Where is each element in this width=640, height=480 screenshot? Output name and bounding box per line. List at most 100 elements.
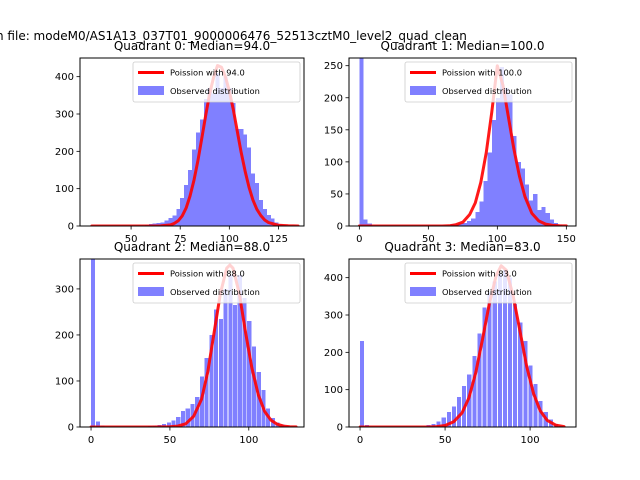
histogram-bar xyxy=(462,222,467,226)
histogram-bar xyxy=(266,214,271,226)
histogram-bar xyxy=(533,193,538,226)
histogram-bar xyxy=(471,218,476,226)
histogram-bar xyxy=(512,136,517,226)
x-tick-label: 50 xyxy=(125,234,138,245)
histogram-bar xyxy=(518,322,523,427)
legend-box xyxy=(132,61,301,103)
x-tick-label: 50 xyxy=(422,234,435,245)
legend-observed-swatch xyxy=(410,287,436,296)
legend: Poission with 100.0 Observed distribution xyxy=(404,61,573,103)
histogram-bar xyxy=(262,209,267,226)
legend: Poission with 94.0 Observed distribution xyxy=(132,61,301,103)
histogram-bar xyxy=(176,416,181,427)
y-tick-label: 100 xyxy=(55,184,74,195)
histogram-bar xyxy=(235,128,240,226)
histogram-bar xyxy=(237,275,242,427)
histogram-bar xyxy=(363,219,368,226)
histogram-bar xyxy=(176,209,181,226)
y-tick-label: 200 xyxy=(324,348,343,359)
axes-frame xyxy=(79,57,305,227)
histogram-bar xyxy=(215,72,220,226)
y-tick-label: 250 xyxy=(324,61,343,72)
histogram-bar xyxy=(538,400,543,427)
histogram-bar xyxy=(475,211,480,226)
axes-frame xyxy=(79,258,305,428)
histogram-bar xyxy=(211,93,216,226)
y-tick-label: 200 xyxy=(324,93,343,104)
histogram-bar xyxy=(91,259,96,427)
histogram-bar xyxy=(203,99,208,226)
legend-observed-label: Observed distribution xyxy=(442,287,532,297)
histogram-bar xyxy=(441,417,446,427)
x-tick-label: 125 xyxy=(269,234,288,245)
histogram-bar xyxy=(537,209,542,226)
subplot-quadrant-3: 0 50 100 0 100 200 300 400 Quadrant 3: Median=83… xyxy=(324,240,577,446)
legend-observed-label: Observed distribution xyxy=(442,86,532,96)
histogram-bar xyxy=(219,87,224,226)
axes-frame xyxy=(348,258,577,428)
histogram-bar xyxy=(545,213,550,226)
legend-poisson-label: Poission with 94.0 xyxy=(170,68,245,78)
legend-observed-swatch xyxy=(138,287,164,296)
y-tick-label: 0 xyxy=(337,423,343,434)
histogram-bar xyxy=(502,270,507,427)
legend: Poission with 88.0 Observed distribution xyxy=(132,262,301,304)
histogram-bar xyxy=(513,303,518,427)
x-tick-label: 0 xyxy=(357,435,363,446)
figure-suptitle: n file: modeM0/AS1A13_037T01_9000006476_… xyxy=(0,29,467,43)
legend-observed-label: Observed distribution xyxy=(170,287,260,297)
histogram-bar xyxy=(227,87,232,226)
histogram-bar xyxy=(360,341,365,427)
histogram-bar xyxy=(482,307,487,427)
histogram-bar xyxy=(204,357,209,427)
histogram-bar xyxy=(483,181,488,226)
histogram-bar xyxy=(223,76,228,226)
histogram-bar xyxy=(166,422,171,427)
histogram-bar xyxy=(195,132,201,226)
histogram-bar xyxy=(508,94,513,226)
histogram-bar xyxy=(185,408,190,427)
histogram-bar xyxy=(500,66,505,226)
plot-area xyxy=(357,58,568,226)
histogram-bar xyxy=(171,420,176,427)
y-tick-label: 300 xyxy=(55,284,74,295)
y-tick-label: 0 xyxy=(68,222,74,233)
histogram-bar xyxy=(523,341,528,427)
x-tick-label: 100 xyxy=(220,234,239,245)
legend-observed-swatch xyxy=(410,86,436,95)
histogram-bar xyxy=(467,374,472,427)
histogram-bar xyxy=(192,149,197,226)
axes-frame xyxy=(348,57,577,227)
histogram-bar xyxy=(243,134,248,226)
histogram-bar xyxy=(180,198,185,226)
histogram-bar xyxy=(479,201,484,226)
histogram-bar xyxy=(520,168,525,226)
histogram-bar xyxy=(549,219,554,226)
histogram-bar xyxy=(446,412,451,427)
histogram-bar xyxy=(504,88,509,226)
histogram-bar xyxy=(466,220,472,226)
plot-area xyxy=(90,64,300,226)
legend: Poission with 83.0 Observed distribution xyxy=(404,262,573,304)
histogram-bar xyxy=(497,273,502,427)
y-tick-label: 400 xyxy=(55,72,74,83)
y-tick-label: 100 xyxy=(324,385,343,396)
histogram-bar xyxy=(218,318,223,427)
legend-poisson-label: Poission with 100.0 xyxy=(442,68,522,78)
y-tick-label: 300 xyxy=(324,311,343,322)
y-tick-label: 300 xyxy=(55,110,74,121)
x-tick-label: 150 xyxy=(557,234,576,245)
histogram-bar xyxy=(207,87,212,226)
histogram-bar xyxy=(233,305,238,427)
legend-poisson-label: Poission with 83.0 xyxy=(442,269,517,279)
histogram-bar xyxy=(516,161,521,226)
histogram-bar xyxy=(254,183,260,226)
subplot-grid: 50 75 100 125 0 100 200 300 400 Quadrant 0: Media… xyxy=(55,39,577,446)
histogram-bar xyxy=(491,120,496,226)
y-tick-label: 0 xyxy=(68,423,74,434)
x-tick-label: 50 xyxy=(439,435,452,446)
histogram-bar xyxy=(242,298,247,427)
histogram-bar xyxy=(209,334,214,427)
legend-box xyxy=(404,262,573,304)
subplot-title: Quadrant 1: Median=100.0 xyxy=(381,39,545,53)
